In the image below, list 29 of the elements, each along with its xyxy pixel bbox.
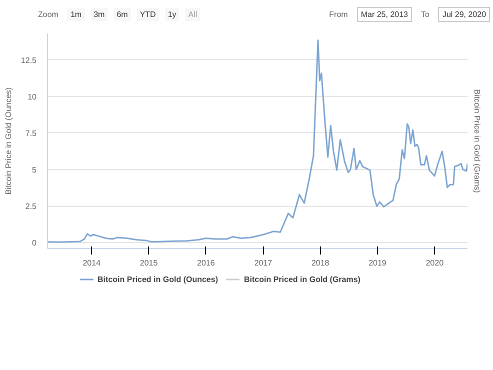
x-tick-label: 2019	[368, 258, 387, 268]
line-series	[48, 39, 468, 243]
x-tick-label: 2017	[254, 258, 273, 268]
y-tick-label: 5	[32, 166, 38, 175]
text: 1y	[164, 8, 180, 22]
x-tick-label: 2018	[311, 258, 330, 268]
x-tick-label: 2020	[426, 258, 444, 268]
text: YTD	[136, 8, 159, 22]
x-tick-label: 2015	[140, 258, 158, 268]
text: Zoom	[37, 9, 60, 21]
text: 6m	[114, 8, 131, 22]
legend-label: Bitcoin Priced in Gold (Grams)	[244, 274, 360, 284]
y-tick-label: 12.5	[20, 56, 38, 65]
text: Mar 25, 2013	[356, 7, 412, 22]
x-tick-label: 2014	[82, 258, 102, 268]
text: Jul 29, 2020	[438, 7, 490, 22]
y-tick-label: 2.5	[25, 202, 38, 212]
y2-axis-title: Bitcoin Price in Gold (Grams)	[472, 89, 482, 194]
text: All	[185, 8, 200, 22]
y-tick-label: 0	[32, 238, 38, 248]
text: 3m	[90, 8, 108, 22]
y-tick-label: 7.5	[25, 128, 38, 138]
text: 1m	[67, 8, 85, 22]
legend-label: Bitcoin Priced in Gold (Ounces)	[98, 274, 218, 284]
text: To	[420, 9, 430, 21]
y-axis-title: Bitcoin Price in Gold (Ounces)	[4, 87, 13, 195]
y-tick-label: 10	[28, 92, 38, 102]
text: From	[328, 9, 349, 21]
x-tick-label: 2016	[197, 258, 216, 268]
